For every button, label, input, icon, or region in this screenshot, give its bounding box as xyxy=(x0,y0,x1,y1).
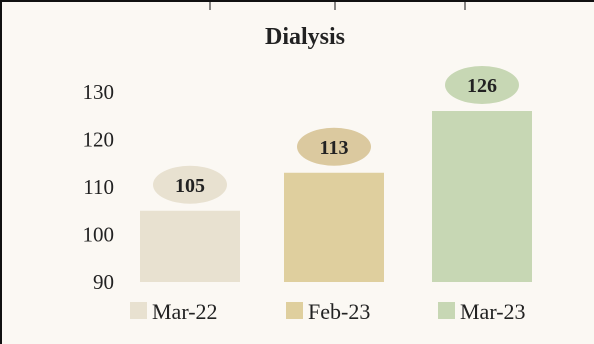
y-tick-label: 130 xyxy=(83,80,115,104)
chart-title: Dialysis xyxy=(265,24,345,50)
bar-mar-22 xyxy=(140,210,240,282)
data-label-bubble xyxy=(297,127,371,166)
legend-label-mar-22: Mar-22 xyxy=(152,299,218,324)
y-tick-label: 110 xyxy=(83,175,114,199)
data-labels: 105 113 126 xyxy=(153,66,519,204)
bar-mar-23 xyxy=(432,111,532,282)
legend-label-mar-23: Mar-23 xyxy=(460,299,526,324)
data-label-bubble xyxy=(153,165,227,204)
data-label: 113 xyxy=(320,137,349,159)
y-tick-label: 100 xyxy=(83,223,115,247)
legend-swatch-mar-23 xyxy=(438,302,455,319)
legend: Mar-22 Feb-23 Mar-23 xyxy=(130,299,526,324)
y-tick-label: 90 xyxy=(93,270,114,294)
data-label: 126 xyxy=(467,75,497,97)
y-axis-labels: 130 120 110 100 90 xyxy=(83,80,115,294)
y-tick-label: 120 xyxy=(83,128,115,152)
data-label-bubble xyxy=(445,66,519,104)
legend-swatch-mar-22 xyxy=(130,302,147,319)
legend-label-feb-23: Feb-23 xyxy=(308,299,370,324)
data-label: 105 xyxy=(175,175,205,197)
bar-feb-23 xyxy=(284,172,384,282)
bars xyxy=(140,111,532,282)
legend-swatch-feb-23 xyxy=(286,302,303,319)
